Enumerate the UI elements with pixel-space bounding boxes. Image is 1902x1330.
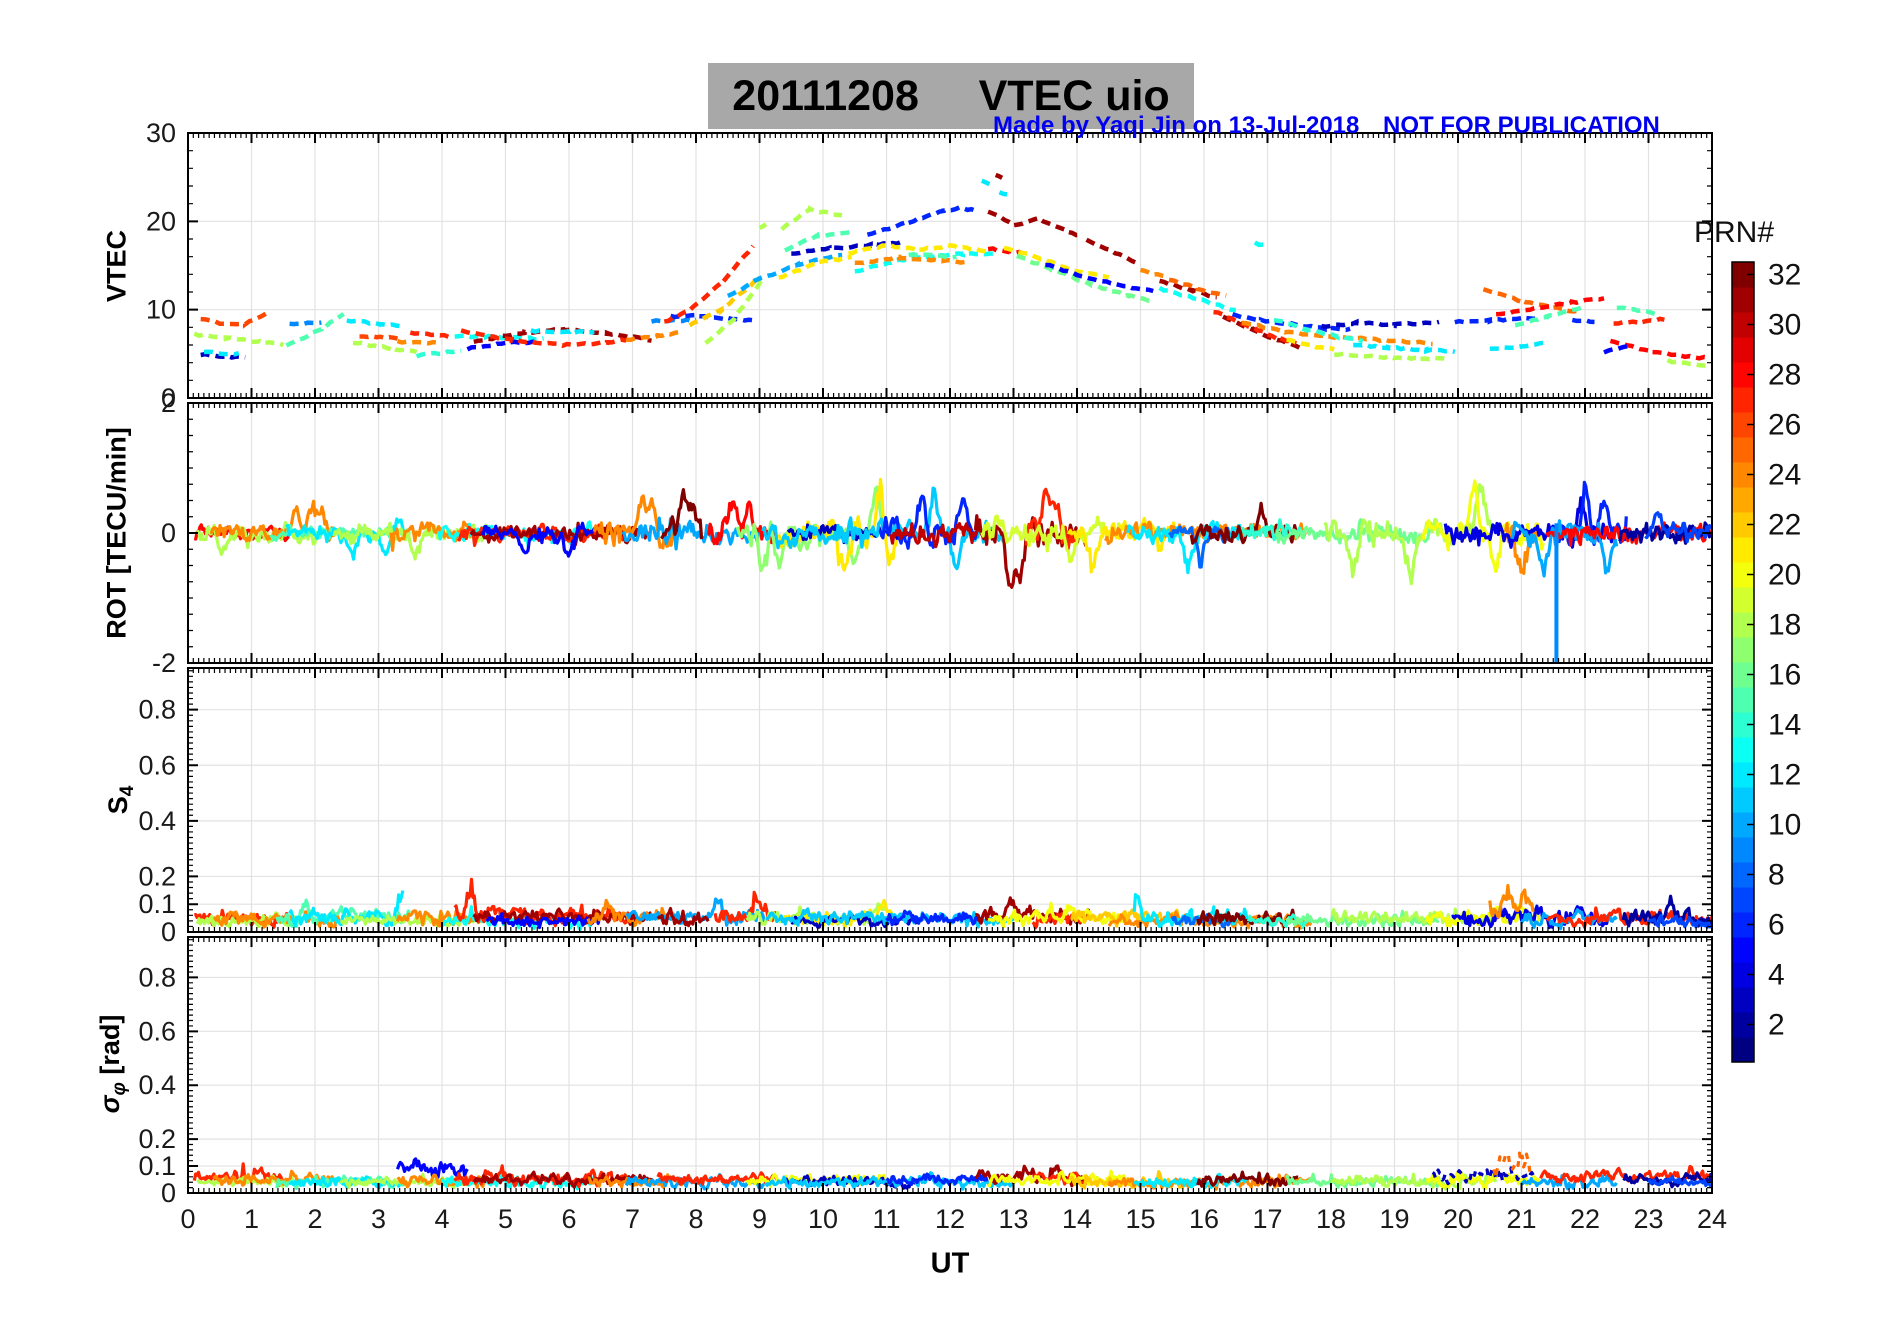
svg-text:12: 12: [935, 1204, 965, 1234]
svg-text:21: 21: [1506, 1204, 1536, 1234]
svg-text:8: 8: [1768, 859, 1785, 892]
svg-text:16: 16: [1768, 659, 1801, 692]
svg-text:16: 16: [1189, 1204, 1219, 1234]
svg-text:23: 23: [1633, 1204, 1663, 1234]
svg-text:14: 14: [1062, 1204, 1092, 1234]
svg-text:4: 4: [1768, 959, 1785, 992]
svg-text:8: 8: [688, 1204, 703, 1234]
svg-text:20: 20: [146, 206, 176, 236]
svg-text:14: 14: [1768, 709, 1801, 742]
svg-text:18: 18: [1768, 609, 1801, 642]
svg-text:0.2: 0.2: [138, 1124, 176, 1154]
svg-text:22: 22: [1570, 1204, 1600, 1234]
ylabel-vtec: VTEC: [101, 229, 132, 303]
colorbar-title: PRN#: [1694, 216, 1775, 249]
svg-text:32: 32: [1768, 259, 1801, 292]
ylabel-s4: S4: [102, 785, 139, 815]
svg-text:0: 0: [161, 518, 176, 548]
credit-text: Made by Yaqi Jin on 13-Jul-2018: [993, 112, 1360, 139]
svg-text:0.8: 0.8: [138, 962, 176, 992]
svg-text:17: 17: [1252, 1204, 1282, 1234]
svg-text:0.6: 0.6: [138, 750, 176, 780]
svg-text:24: 24: [1768, 459, 1801, 492]
svg-text:0.4: 0.4: [138, 1070, 176, 1100]
svg-text:6: 6: [1768, 909, 1785, 942]
svg-text:0.1: 0.1: [138, 1151, 176, 1181]
svg-text:0: 0: [161, 1178, 176, 1208]
svg-text:-2: -2: [152, 648, 176, 678]
svg-text:19: 19: [1379, 1204, 1409, 1234]
svg-text:20: 20: [1443, 1204, 1473, 1234]
title-box: 20111208 VTEC uio: [708, 63, 1194, 129]
svg-text:11: 11: [872, 1204, 900, 1234]
svg-text:0.4: 0.4: [138, 806, 176, 836]
svg-text:10: 10: [146, 295, 176, 325]
ylabel-rot: ROT [TECU/min]: [101, 427, 132, 639]
svg-text:0.6: 0.6: [138, 1016, 176, 1046]
svg-text:10: 10: [808, 1204, 838, 1234]
svg-text:2: 2: [1768, 1009, 1785, 1042]
svg-text:30: 30: [1768, 309, 1801, 342]
svg-text:28: 28: [1768, 359, 1801, 392]
ylabel-sigma-phi: σφ [rad]: [94, 1014, 131, 1114]
svg-text:30: 30: [146, 118, 176, 148]
svg-text:0.2: 0.2: [138, 861, 176, 891]
svg-text:0: 0: [161, 383, 176, 413]
svg-text:22: 22: [1768, 509, 1801, 542]
svg-text:2: 2: [161, 388, 176, 418]
svg-text:6: 6: [561, 1204, 576, 1234]
svg-text:0.8: 0.8: [138, 695, 176, 725]
svg-text:2: 2: [307, 1204, 322, 1234]
svg-text:3: 3: [371, 1204, 386, 1234]
svg-text:13: 13: [998, 1204, 1028, 1234]
svg-text:7: 7: [625, 1204, 640, 1234]
xlabel-ut: UT: [930, 1247, 970, 1280]
svg-text:9: 9: [752, 1204, 767, 1234]
svg-text:0: 0: [161, 917, 176, 947]
svg-text:4: 4: [434, 1204, 449, 1234]
svg-text:26: 26: [1768, 409, 1801, 442]
svg-text:1: 1: [244, 1204, 259, 1234]
svg-text:0.1: 0.1: [138, 889, 176, 919]
svg-text:18: 18: [1316, 1204, 1346, 1234]
svg-text:20: 20: [1768, 559, 1801, 592]
svg-text:5: 5: [498, 1204, 513, 1234]
page-title: 20111208 VTEC uio: [732, 71, 1170, 120]
publication-warning: NOT FOR PUBLICATION: [1383, 112, 1660, 139]
svg-text:10: 10: [1768, 809, 1801, 842]
svg-text:12: 12: [1768, 759, 1801, 792]
svg-text:15: 15: [1125, 1204, 1155, 1234]
svg-text:0: 0: [180, 1204, 195, 1234]
svg-text:24: 24: [1697, 1204, 1727, 1234]
